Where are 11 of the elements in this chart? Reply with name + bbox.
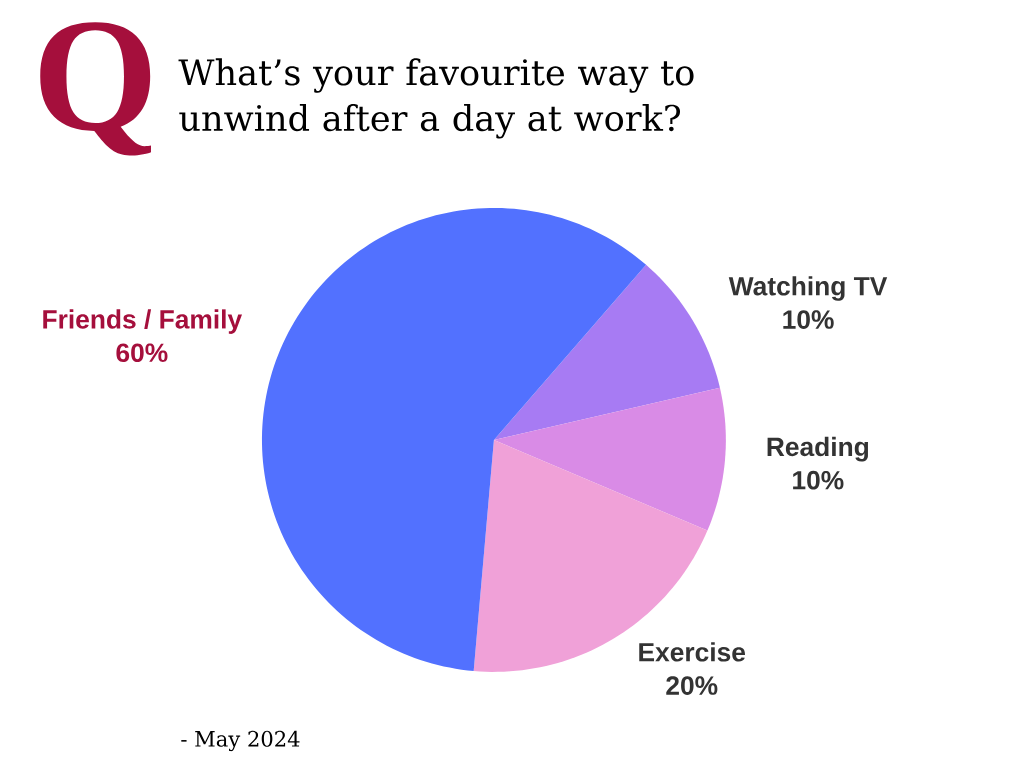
data-label: 10% xyxy=(783,310,834,329)
slice-label: Friends / Family xyxy=(43,309,243,334)
text: Q xyxy=(40,22,151,156)
slice-label: Watching TV xyxy=(728,276,888,301)
data-label: 20% xyxy=(666,676,718,695)
chart-title: What’s your favourite way to unwind after a day at work? xyxy=(178,58,694,139)
data-label: 10% xyxy=(793,470,844,490)
slice-label: Exercise xyxy=(639,642,746,662)
data-label: 60% xyxy=(116,343,168,363)
text: - May 2024 xyxy=(181,730,300,752)
slice-label: Reading xyxy=(767,436,869,462)
